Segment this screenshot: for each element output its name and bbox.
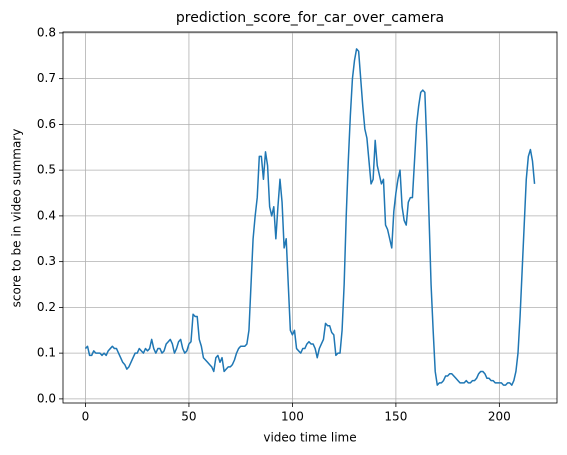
x-tick-label: 0 <box>82 410 90 424</box>
y-tick-label: 0.0 <box>37 391 56 405</box>
y-tick-label: 0.1 <box>37 346 56 360</box>
x-tick-label: 50 <box>181 410 196 424</box>
x-tick-label: 150 <box>384 410 407 424</box>
y-tick-label: 0.7 <box>37 71 56 85</box>
x-axis-label: video time lime <box>263 431 356 445</box>
plot-frame <box>62 31 558 404</box>
y-tick-label: 0.4 <box>37 208 56 222</box>
x-tick-label: 100 <box>281 410 304 424</box>
y-tick-label: 0.8 <box>37 25 56 39</box>
y-tick-label: 0.3 <box>37 254 56 268</box>
y-tick-label: 0.2 <box>37 300 56 314</box>
y-tick-label: 0.6 <box>37 117 56 131</box>
x-tick-label: 200 <box>488 410 511 424</box>
y-axis-label: score to be in video summary <box>10 129 24 308</box>
y-tick-label: 0.5 <box>37 163 56 177</box>
chart-title: prediction_score_for_car_over_camera <box>176 10 444 26</box>
line-series <box>84 48 536 386</box>
